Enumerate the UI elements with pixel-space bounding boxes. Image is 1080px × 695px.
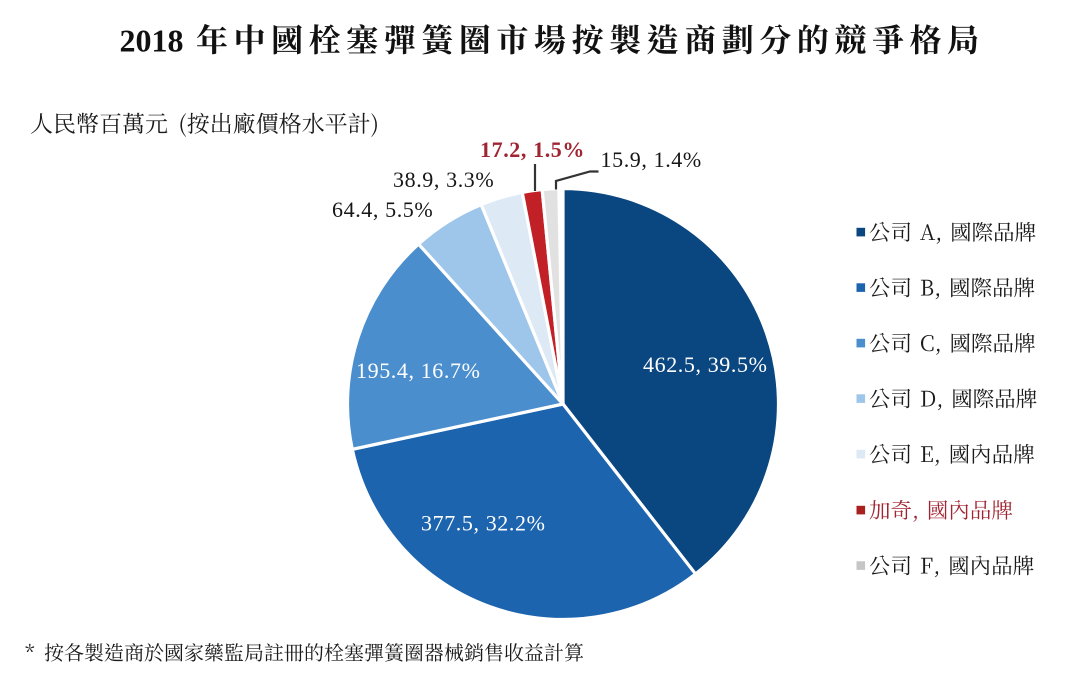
svg-text:15.9, 1.4%: 15.9, 1.4% <box>601 147 702 172</box>
svg-text:38.9, 3.3%: 38.9, 3.3% <box>393 167 494 192</box>
svg-text:64.4, 5.5%: 64.4, 5.5% <box>332 197 433 222</box>
svg-text:377.5, 32.2%: 377.5, 32.2% <box>421 511 546 536</box>
svg-text:17.2, 1.5%: 17.2, 1.5% <box>480 137 585 162</box>
svg-text:195.4, 16.7%: 195.4, 16.7% <box>356 358 481 383</box>
svg-text:462.5, 39.5%: 462.5, 39.5% <box>643 352 768 377</box>
svg-text:2018: 2018 <box>120 23 184 59</box>
